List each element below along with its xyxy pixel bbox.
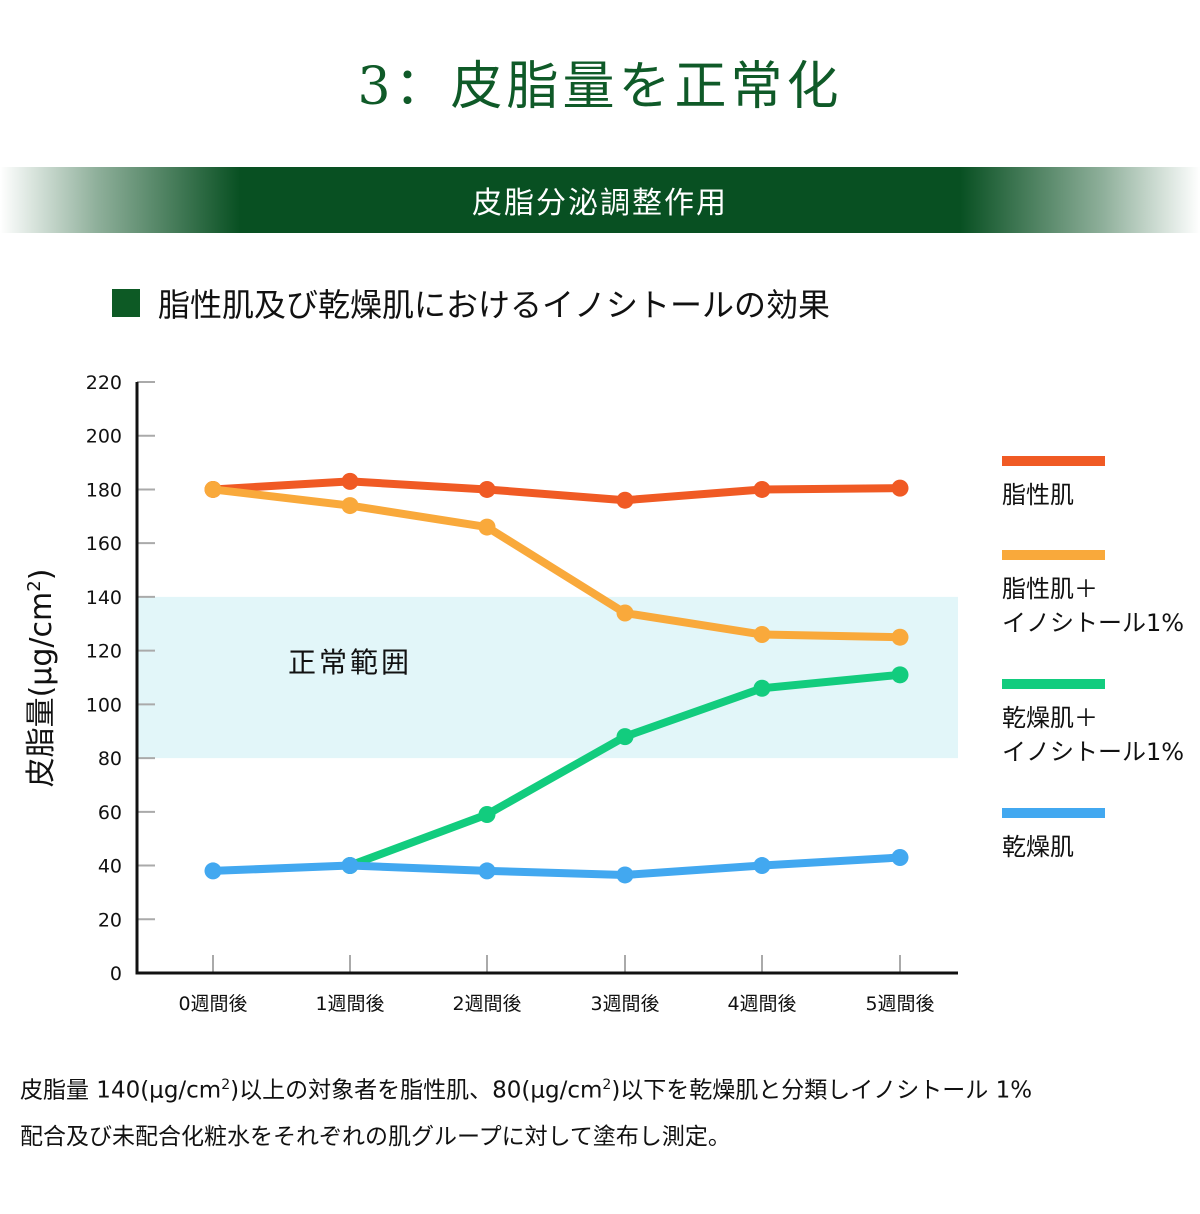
x-tick-label: 5週間後 [865, 993, 934, 1015]
x-tick-label: 1週間後 [315, 993, 384, 1015]
data-point [891, 848, 909, 866]
data-point [341, 472, 359, 490]
legend-label: 脂性肌＋ イノシトール1% [1002, 575, 1185, 637]
data-point [616, 866, 634, 884]
legend-swatch [1002, 679, 1105, 689]
legend-item: 脂性肌 [1002, 456, 1200, 512]
data-point [891, 628, 909, 646]
data-point [753, 626, 771, 644]
data-point [341, 857, 359, 875]
x-tick-label: 4週間後 [727, 993, 796, 1015]
footnote-sup: 2 [602, 1077, 612, 1093]
y-tick-label: 140 [86, 587, 122, 609]
chart-title: 脂性肌及び乾燥肌におけるイノシトールの効果 [158, 286, 831, 324]
data-point [341, 497, 359, 515]
series-line [209, 853, 904, 879]
series-1 [204, 480, 909, 646]
data-point [753, 480, 771, 498]
square-bullet-icon [112, 289, 140, 317]
data-point [478, 862, 496, 880]
y-tick-label: 160 [86, 533, 122, 555]
footnote-text: )以上の対象者を脂性肌、80(μg/cm [230, 1077, 603, 1104]
legend-label: 乾燥肌 [1002, 833, 1074, 861]
y-tick-label: 220 [86, 372, 122, 394]
footnote-text: )以下を乾燥肌と分類しイノシトール 1% [611, 1077, 1033, 1104]
data-point [478, 480, 496, 498]
normal-range-label: 正常範囲 [288, 646, 412, 679]
legend-item: 乾燥肌 [1002, 808, 1200, 864]
series-line [209, 477, 904, 505]
data-point [616, 491, 634, 509]
footnote: 皮脂量 140(μg/cm2)以上の対象者を脂性肌、80(μg/cm2)以下を乾… [20, 1062, 1190, 1160]
footnote-sup: 2 [221, 1077, 231, 1093]
y-tick-label: 80 [98, 748, 122, 770]
y-tick-label: 180 [86, 479, 122, 501]
data-point [753, 679, 771, 697]
data-point [204, 480, 222, 498]
footnote-line-1: 皮脂量 140(μg/cm2)以上の対象者を脂性肌、80(μg/cm2)以下を乾… [20, 1062, 1190, 1114]
series-3 [204, 848, 909, 884]
data-point [478, 806, 496, 824]
legend-item: 脂性肌＋ イノシトール1% [1002, 550, 1200, 640]
y-tick-label: 0 [110, 963, 122, 985]
chart-subtitle: 脂性肌及び乾燥肌におけるイノシトールの効果 [112, 280, 830, 326]
y-tick-label: 120 [86, 641, 122, 663]
y-tick-label: 20 [98, 909, 122, 931]
footnote-line-2: 配合及び未配合化粧水をそれぞれの肌グループに対して塗布し測定。 [20, 1123, 731, 1150]
data-point [891, 479, 909, 497]
x-tick-label: 0週間後 [178, 993, 247, 1015]
data-point [204, 862, 222, 880]
legend-label: 脂性肌 [1002, 481, 1074, 509]
x-tick-label: 2週間後 [452, 993, 521, 1015]
y-tick-label: 60 [98, 802, 122, 824]
normal-range-band [137, 596, 958, 759]
page-title: 3：皮脂量を正常化 [357, 57, 843, 117]
legend-swatch [1002, 550, 1105, 560]
y-tick-label: 40 [98, 856, 122, 878]
footnote-text: 皮脂量 140(μg/cm [20, 1077, 222, 1104]
data-point [891, 666, 909, 684]
legend-label: 乾燥肌＋ イノシトール1% [1002, 704, 1185, 766]
data-point [753, 857, 771, 875]
data-point [616, 604, 634, 622]
line-chart: 正常範囲 0 20 40 60 80 100 120 140 160 180 200 220 0週間後 1週… [86, 372, 958, 1015]
x-tick-label: 3週間後 [590, 993, 659, 1015]
section-banner: 皮脂分泌調整作用 [0, 167, 1200, 233]
data-point [478, 518, 496, 536]
y-tick-label: 100 [86, 694, 122, 716]
y-tick-label: 200 [86, 426, 122, 448]
series-line [209, 485, 904, 642]
legend-item: 乾燥肌＋ イノシトール1% [1002, 679, 1200, 769]
legend-swatch [1002, 456, 1105, 466]
data-point [616, 728, 634, 746]
banner-title: 皮脂分泌調整作用 [472, 186, 728, 221]
legend-swatch [1002, 808, 1105, 818]
